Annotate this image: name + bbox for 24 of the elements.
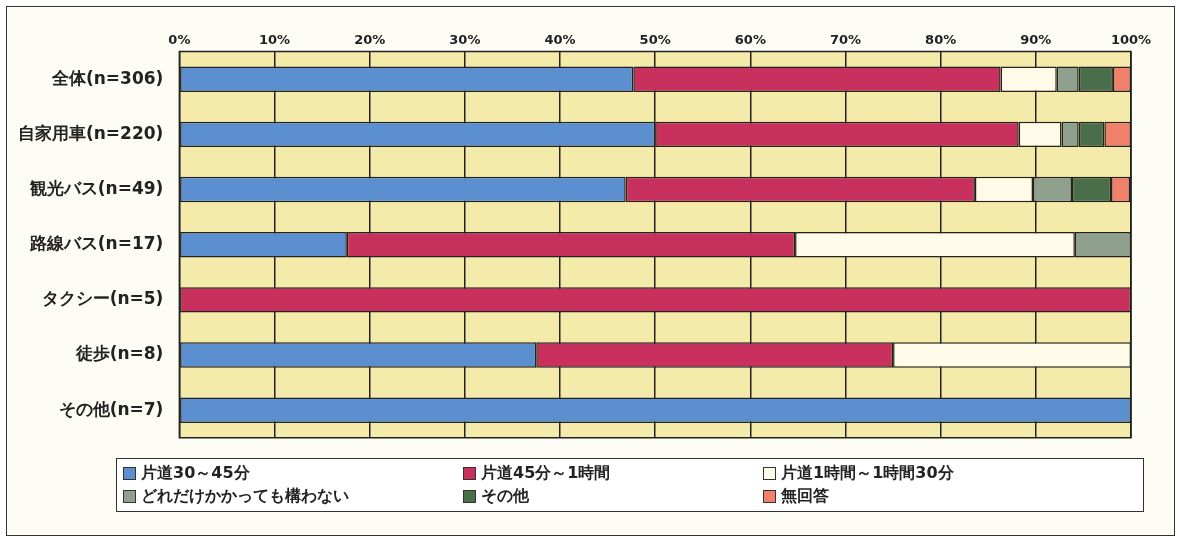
legend-label: 片道30～45分 xyxy=(141,463,250,484)
x-tick-label: 40% xyxy=(544,32,576,48)
x-tick-label: 60% xyxy=(734,32,766,48)
x-tick-label: 70% xyxy=(829,32,862,48)
legend-label: 片道1時間～1時間30分 xyxy=(781,463,954,484)
x-tick-label: 90% xyxy=(1020,32,1052,48)
legend-label: 片道45分～1時間 xyxy=(481,463,611,484)
y-tick-label: その他(n=7) xyxy=(58,398,164,419)
legend-label: どれだけかかっても構わない xyxy=(141,486,349,507)
y-tick-label: 徒歩(n=8) xyxy=(74,343,164,364)
y-tick-label: タクシー(n=5) xyxy=(41,288,164,309)
x-tick-label: 100% xyxy=(1110,32,1152,48)
legend-label: その他 xyxy=(481,486,529,507)
x-tick-label: 20% xyxy=(354,32,386,48)
y-tick-label: 自家用車(n=220) xyxy=(18,122,164,143)
y-tick-label: 路線バス(n=17) xyxy=(28,233,164,254)
x-tick-label: 50% xyxy=(639,32,671,48)
x-tick-label: 80% xyxy=(925,32,957,48)
x-tick-label: 0% xyxy=(168,32,191,48)
y-tick-label: 全体(n=306) xyxy=(51,67,164,88)
x-tick-label: 30% xyxy=(449,32,481,48)
y-tick-label: 観光バス(n=49) xyxy=(28,177,164,198)
x-tick-label: 10% xyxy=(258,32,291,48)
legend-label: 無回答 xyxy=(781,486,829,507)
